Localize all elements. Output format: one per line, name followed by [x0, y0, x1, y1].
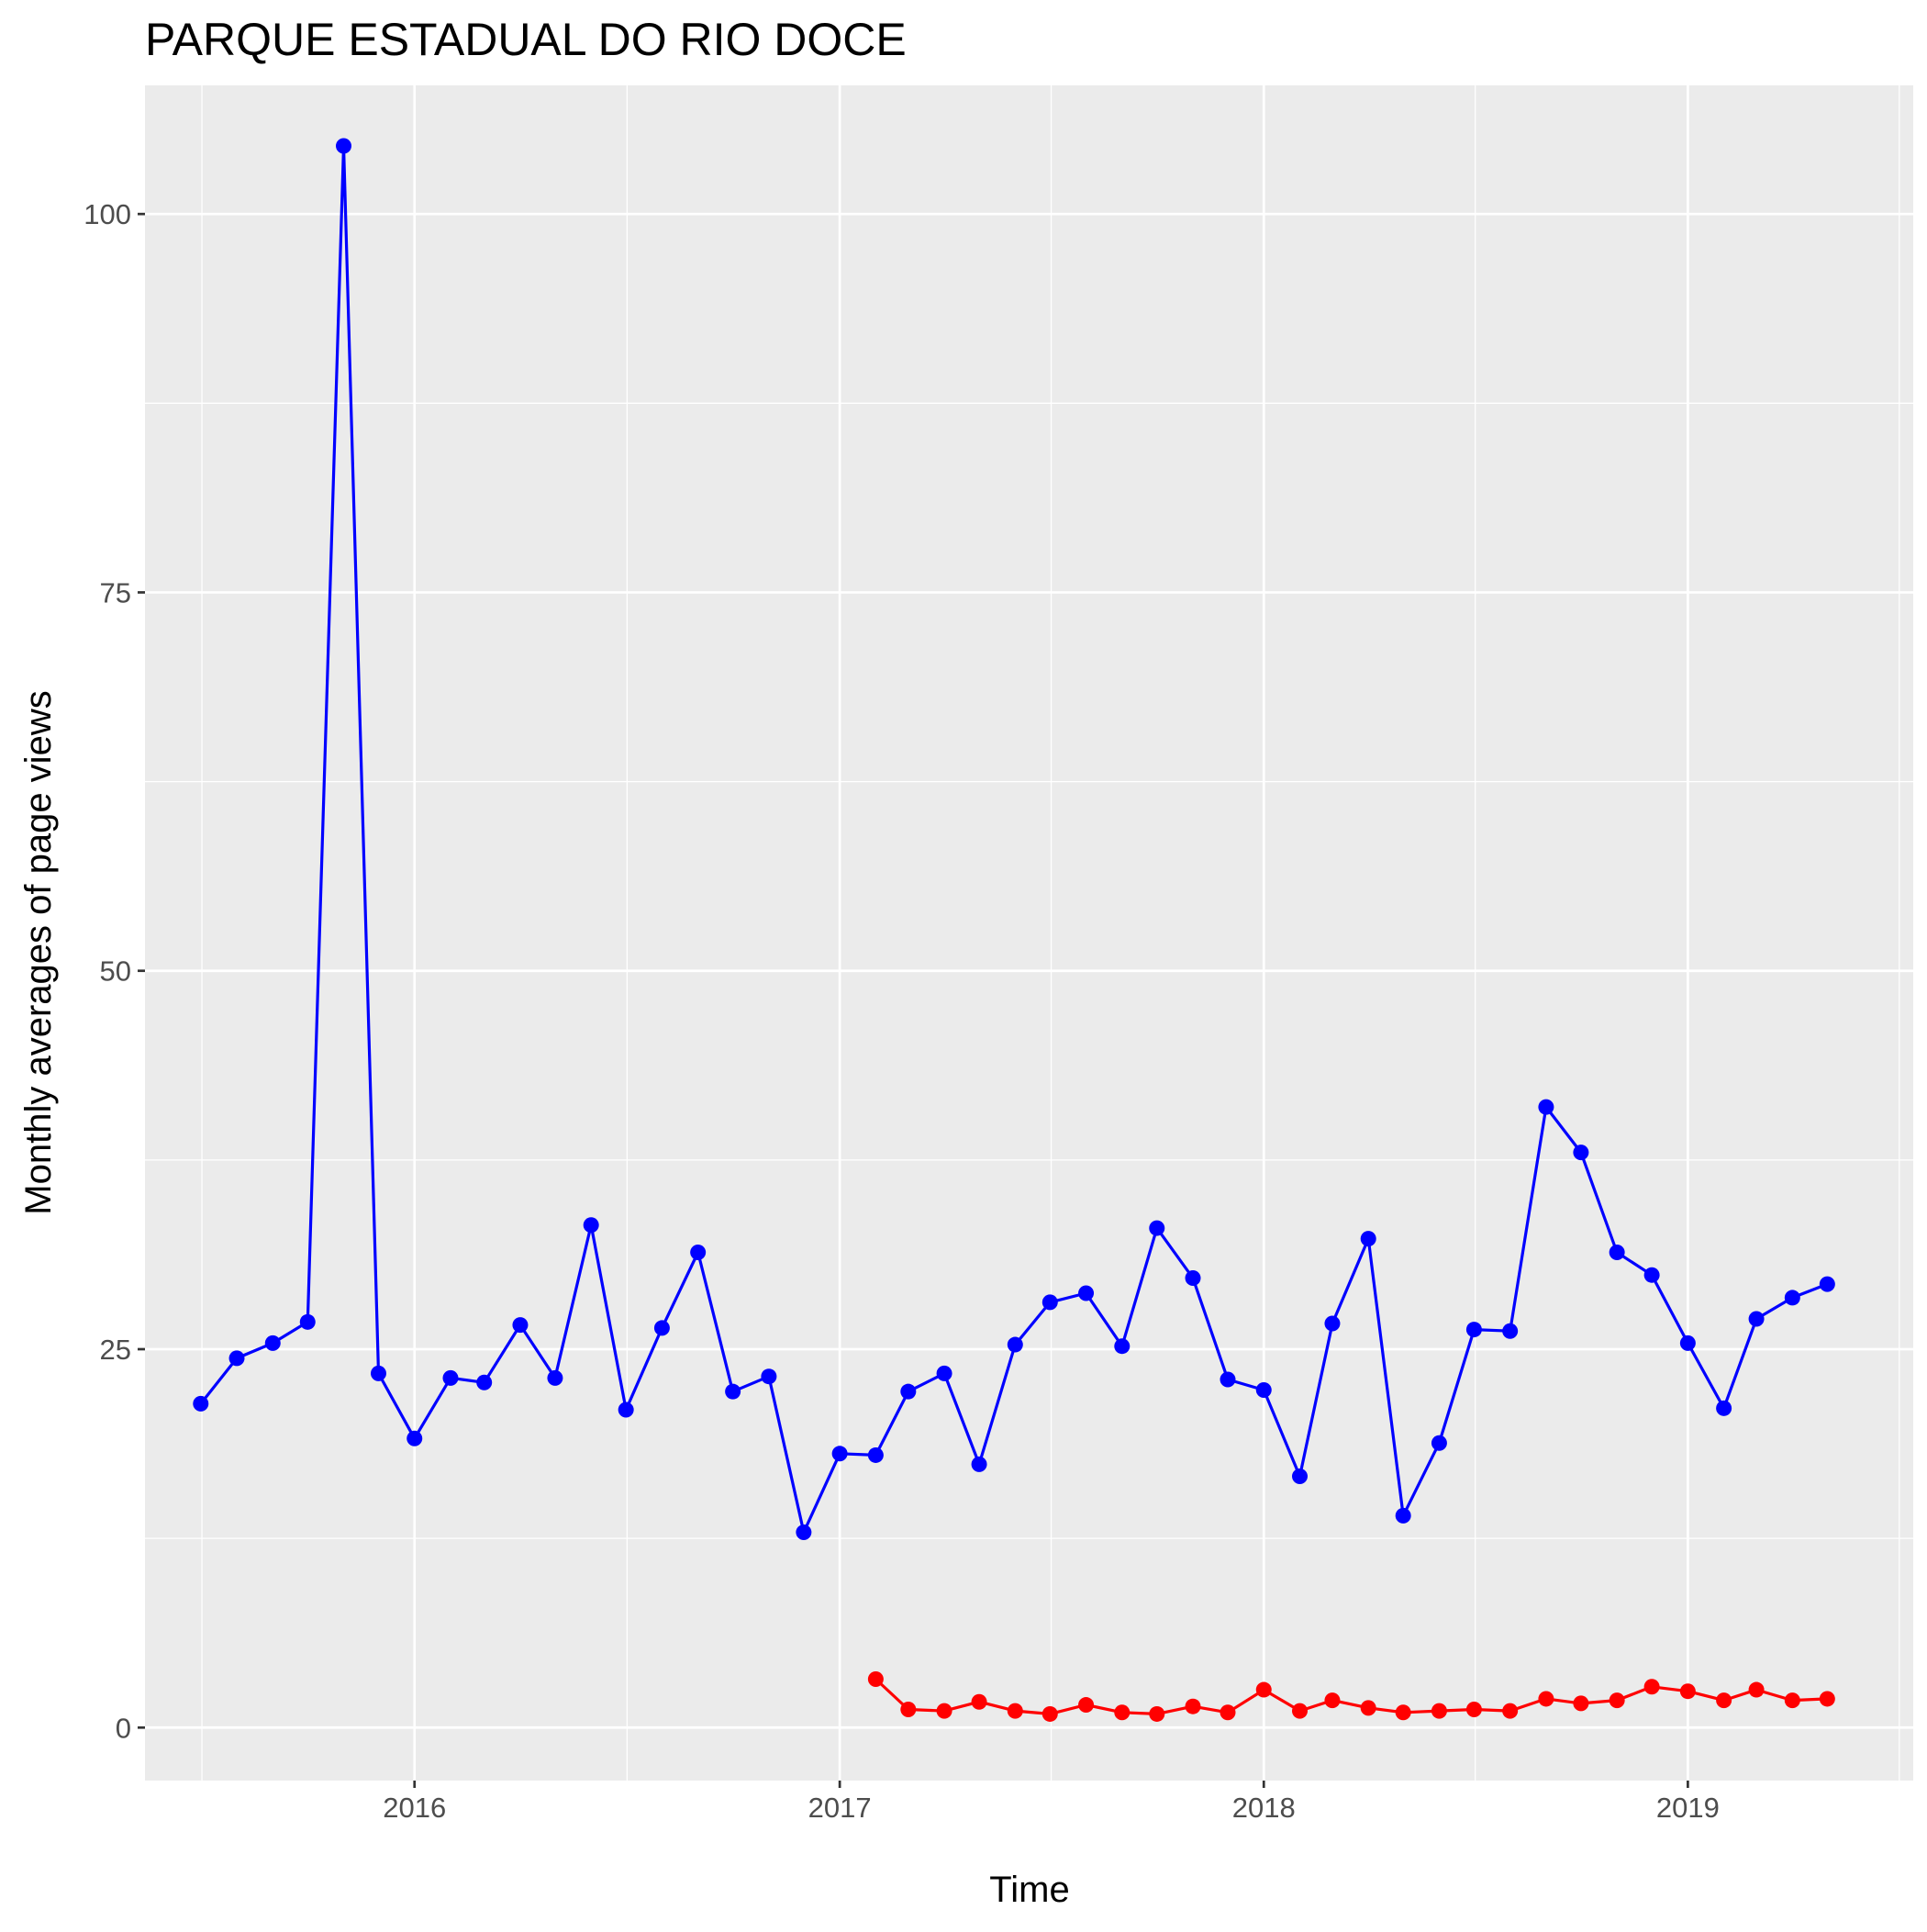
y-tick-label: 100 — [84, 198, 131, 230]
data-point — [1292, 1703, 1309, 1719]
data-point — [476, 1374, 493, 1390]
data-point — [1819, 1276, 1835, 1292]
data-point — [936, 1703, 952, 1719]
data-point — [1395, 1507, 1411, 1524]
y-tick-label: 50 — [100, 955, 131, 988]
x-tick-label: 2019 — [1656, 1792, 1720, 1824]
data-point — [1643, 1679, 1660, 1695]
data-point — [1395, 1704, 1411, 1721]
data-point — [1716, 1400, 1732, 1416]
chart-title: PARQUE ESTADUAL DO RIO DOCE — [145, 14, 907, 65]
data-point — [583, 1217, 599, 1234]
data-point — [1538, 1691, 1554, 1707]
x-axis-title: Time — [989, 1870, 1069, 1910]
y-axis-title: Monthly averages of page views — [18, 690, 59, 1214]
data-point — [1643, 1267, 1660, 1283]
data-point — [1114, 1704, 1131, 1721]
data-point — [1149, 1220, 1165, 1236]
data-point — [1114, 1338, 1131, 1355]
plot-panel — [145, 85, 1913, 1781]
data-point — [796, 1524, 812, 1541]
data-point — [1324, 1315, 1341, 1332]
data-point — [1679, 1683, 1696, 1700]
data-point — [900, 1383, 917, 1400]
data-point — [228, 1350, 245, 1367]
data-point — [1149, 1705, 1165, 1722]
x-tick-label: 2018 — [1232, 1792, 1296, 1824]
data-point — [1819, 1691, 1835, 1707]
data-point — [1220, 1371, 1236, 1388]
data-point — [1078, 1697, 1095, 1714]
axes: 0 25 50 75 100 2016 2017 2018 2019 — [84, 198, 1720, 1824]
data-point — [900, 1701, 917, 1717]
data-point — [1007, 1703, 1023, 1719]
x-tick-label: 2017 — [808, 1792, 872, 1824]
data-point — [1502, 1703, 1519, 1719]
data-point — [1255, 1681, 1272, 1698]
data-point — [1292, 1469, 1309, 1485]
y-tick-label: 75 — [100, 576, 131, 609]
data-point — [336, 138, 352, 154]
data-point — [407, 1430, 423, 1446]
data-point — [1609, 1244, 1625, 1260]
data-point — [1431, 1703, 1447, 1719]
data-point — [1465, 1322, 1482, 1338]
data-point — [1465, 1701, 1482, 1717]
data-point — [1078, 1285, 1095, 1301]
data-point — [1185, 1698, 1201, 1714]
data-point — [1360, 1231, 1376, 1247]
data-point — [1748, 1681, 1765, 1698]
data-point — [1041, 1294, 1058, 1311]
data-point — [1609, 1692, 1625, 1709]
data-point — [1255, 1382, 1272, 1399]
data-point — [690, 1244, 707, 1260]
series-1 — [193, 138, 1835, 1541]
data-point — [867, 1671, 884, 1688]
series-2 — [867, 1671, 1835, 1722]
data-point — [193, 1395, 209, 1412]
series-line — [874, 1678, 1828, 1716]
data-point — [1185, 1269, 1201, 1286]
data-point — [1573, 1695, 1589, 1712]
data-point — [971, 1693, 987, 1710]
data-point — [936, 1365, 952, 1381]
data-point — [442, 1369, 459, 1386]
data-point — [1748, 1311, 1765, 1327]
data-point — [1573, 1145, 1589, 1161]
data-point — [867, 1446, 884, 1463]
data-point — [831, 1446, 848, 1462]
data-point — [725, 1383, 741, 1400]
series-lines — [193, 138, 1835, 1722]
data-point — [1360, 1700, 1376, 1716]
data-point — [1716, 1692, 1732, 1709]
data-point — [512, 1317, 529, 1334]
x-tick-label: 2016 — [383, 1792, 446, 1824]
data-point — [547, 1369, 563, 1386]
data-point — [370, 1365, 386, 1381]
y-tick-label: 25 — [100, 1334, 131, 1366]
data-point — [653, 1320, 670, 1336]
data-point — [1679, 1335, 1696, 1351]
data-point — [1041, 1705, 1058, 1722]
data-point — [299, 1313, 316, 1330]
y-tick-label: 0 — [116, 1712, 131, 1744]
data-point — [1220, 1704, 1236, 1721]
data-point — [1502, 1323, 1519, 1339]
data-point — [618, 1402, 634, 1418]
data-point — [264, 1335, 281, 1351]
data-point — [1431, 1435, 1447, 1451]
data-point — [1784, 1290, 1800, 1306]
data-point — [1324, 1692, 1341, 1709]
data-point — [1784, 1692, 1800, 1709]
grid-lines — [145, 85, 1913, 1781]
data-point — [1538, 1099, 1554, 1115]
data-point — [1007, 1336, 1023, 1353]
data-point — [971, 1456, 987, 1472]
data-point — [761, 1368, 777, 1385]
